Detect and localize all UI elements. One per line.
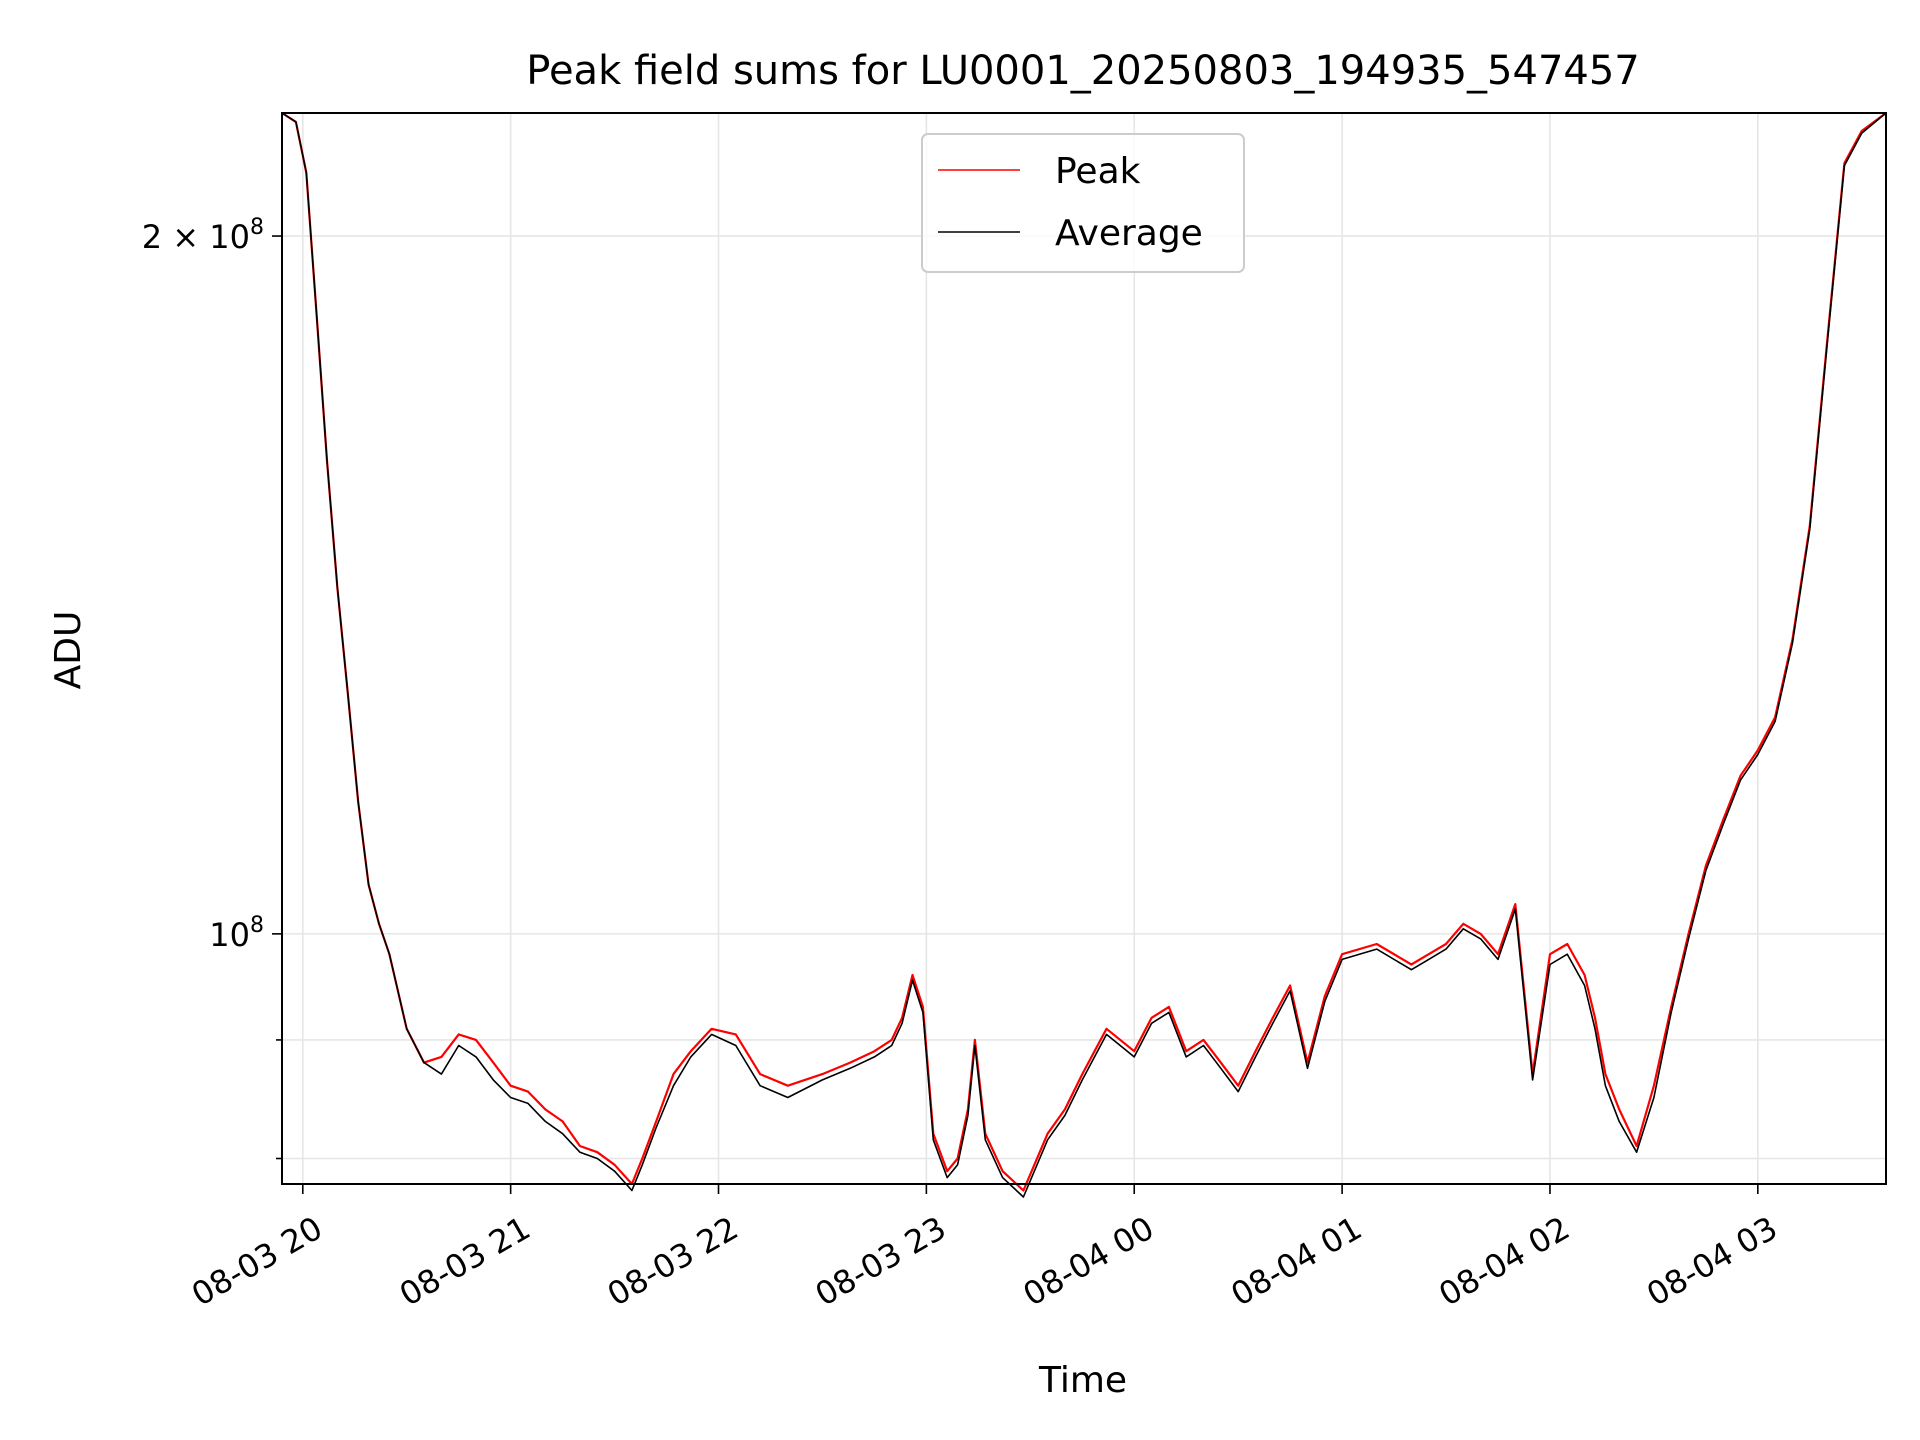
series-lines bbox=[281, 112, 1887, 1198]
chart-title: Peak field sums for LU0001_20250803_1949… bbox=[526, 48, 1640, 94]
plot-area-frame bbox=[281, 112, 1887, 1185]
y-axis-label: ADU bbox=[48, 611, 89, 690]
y-tick-label: 108 bbox=[209, 913, 264, 954]
legend-label-average: Average bbox=[1055, 213, 1203, 254]
legend: Peak Average bbox=[921, 133, 1245, 273]
series-line-average bbox=[281, 112, 1887, 1198]
legend-label-peak: Peak bbox=[1055, 151, 1141, 192]
legend-box bbox=[921, 133, 1245, 273]
series-line-peak bbox=[281, 112, 1887, 1192]
y-tick-label: 2 × 108 bbox=[142, 215, 264, 256]
x-axis-label: Time bbox=[1038, 1360, 1127, 1401]
